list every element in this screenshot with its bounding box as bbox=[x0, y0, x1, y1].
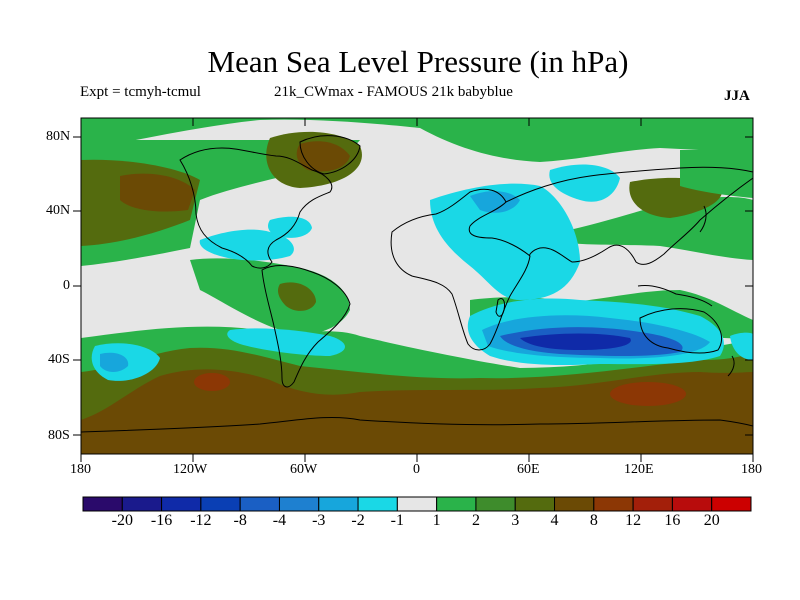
colorbar-level-label: 20 bbox=[703, 512, 720, 529]
colorbar-swatch bbox=[357, 496, 398, 512]
coast-north-america bbox=[179, 147, 333, 269]
colorbar-swatch bbox=[82, 496, 123, 512]
coast-south-america bbox=[261, 265, 351, 388]
colorbar-level-label: -1 bbox=[390, 512, 404, 529]
field-greenland-brown bbox=[296, 141, 350, 172]
coastlines bbox=[81, 135, 753, 433]
colorbar-swatch bbox=[475, 496, 516, 512]
experiment-label: Expt = tcmyh-tcmul bbox=[80, 84, 201, 100]
colorbar-level-label: 2 bbox=[471, 512, 480, 529]
coast-antarctica bbox=[81, 416, 753, 433]
run-label: 21k_CWmax - FAMOUS 21k babyblue bbox=[274, 84, 513, 100]
colorbar-swatch bbox=[671, 496, 713, 512]
colorbar bbox=[82, 496, 752, 512]
colorbar-level-label: -3 bbox=[312, 512, 326, 529]
colorbar-level-label: -12 bbox=[190, 512, 212, 529]
lat-label-40s: 40S bbox=[48, 352, 70, 367]
lat-label-80n: 80N bbox=[46, 129, 71, 144]
axis-ticks bbox=[73, 118, 754, 462]
chart-title: Mean Sea Level Pressure (in hPa) bbox=[207, 44, 629, 79]
lon-label-120e: 120E bbox=[624, 462, 654, 477]
pressure-field bbox=[81, 118, 753, 454]
field-satlantic-cyan bbox=[227, 328, 345, 356]
coast-asia bbox=[505, 166, 753, 265]
field-southern-red-2 bbox=[610, 382, 686, 406]
field-tasman-cyan bbox=[730, 332, 753, 360]
field-europe-cyan bbox=[470, 191, 520, 213]
lat-label-0: 0 bbox=[63, 278, 70, 293]
field-caribbean-cyan bbox=[199, 229, 294, 261]
lon-label-120w: 120W bbox=[173, 462, 208, 477]
colorbar-level-label: 8 bbox=[589, 512, 598, 529]
coast-japan bbox=[699, 205, 707, 233]
lon-label-0: 0 bbox=[413, 462, 420, 477]
field-arctic-cyan bbox=[549, 164, 620, 202]
field-samerica-green bbox=[190, 258, 350, 334]
colorbar-swatch bbox=[239, 496, 280, 512]
lat-label-40n: 40N bbox=[46, 203, 71, 218]
coast-indonesia bbox=[637, 285, 713, 307]
field-samerica-olive bbox=[278, 282, 316, 311]
field-north-pacific-brown bbox=[120, 173, 195, 212]
colorbar-level-label: 1 bbox=[432, 512, 441, 529]
colorbar-swatch bbox=[278, 496, 320, 512]
colorbar-level-label: 12 bbox=[625, 512, 642, 529]
field-natlantic-cyan bbox=[268, 216, 312, 238]
lon-label-180w: 180 bbox=[70, 462, 91, 477]
field-spacific-blue bbox=[100, 352, 129, 372]
field-southern-brown bbox=[81, 369, 753, 454]
colorbar-level-label: 4 bbox=[550, 512, 559, 529]
colorbar-level-label: -2 bbox=[351, 512, 365, 529]
lon-label-60w: 60W bbox=[290, 462, 318, 477]
colorbar-swatch bbox=[318, 496, 359, 512]
colorbar-level-label: -20 bbox=[111, 512, 133, 529]
lon-label-60e: 60E bbox=[517, 462, 540, 477]
colorbar-swatch bbox=[554, 496, 595, 512]
colorbar-level-label: 3 bbox=[511, 512, 520, 529]
colorbar-swatch bbox=[436, 496, 477, 512]
field-north-green bbox=[81, 118, 753, 162]
colorbar-swatch bbox=[200, 496, 241, 512]
coast-greenland bbox=[299, 135, 361, 175]
lon-label-180e: 180 bbox=[741, 462, 762, 477]
coast-new-zealand bbox=[727, 355, 735, 377]
colorbar-swatch bbox=[396, 496, 438, 512]
colorbar-swatch bbox=[711, 496, 752, 512]
colorbar-swatch bbox=[121, 496, 163, 512]
colorbar-swatch bbox=[514, 496, 556, 512]
colorbar-level-label: -8 bbox=[233, 512, 247, 529]
colorbar-level-label: 16 bbox=[664, 512, 681, 529]
field-southern-red-1 bbox=[194, 373, 230, 391]
coast-madagascar bbox=[495, 297, 505, 317]
season-label: JJA bbox=[724, 88, 750, 104]
colorbar-level-label: -4 bbox=[272, 512, 287, 529]
colorbar-swatch bbox=[593, 496, 634, 512]
field-indian-blue-3 bbox=[520, 333, 631, 350]
colorbar-swatch bbox=[632, 496, 673, 512]
colorbar-level-label: -16 bbox=[150, 512, 173, 529]
coast-australia bbox=[639, 308, 722, 354]
field-nw-pacific-green bbox=[680, 150, 753, 198]
field-asia-green bbox=[560, 197, 753, 260]
colorbar-swatch bbox=[161, 496, 202, 512]
lat-label-80s: 80S bbox=[48, 428, 70, 443]
